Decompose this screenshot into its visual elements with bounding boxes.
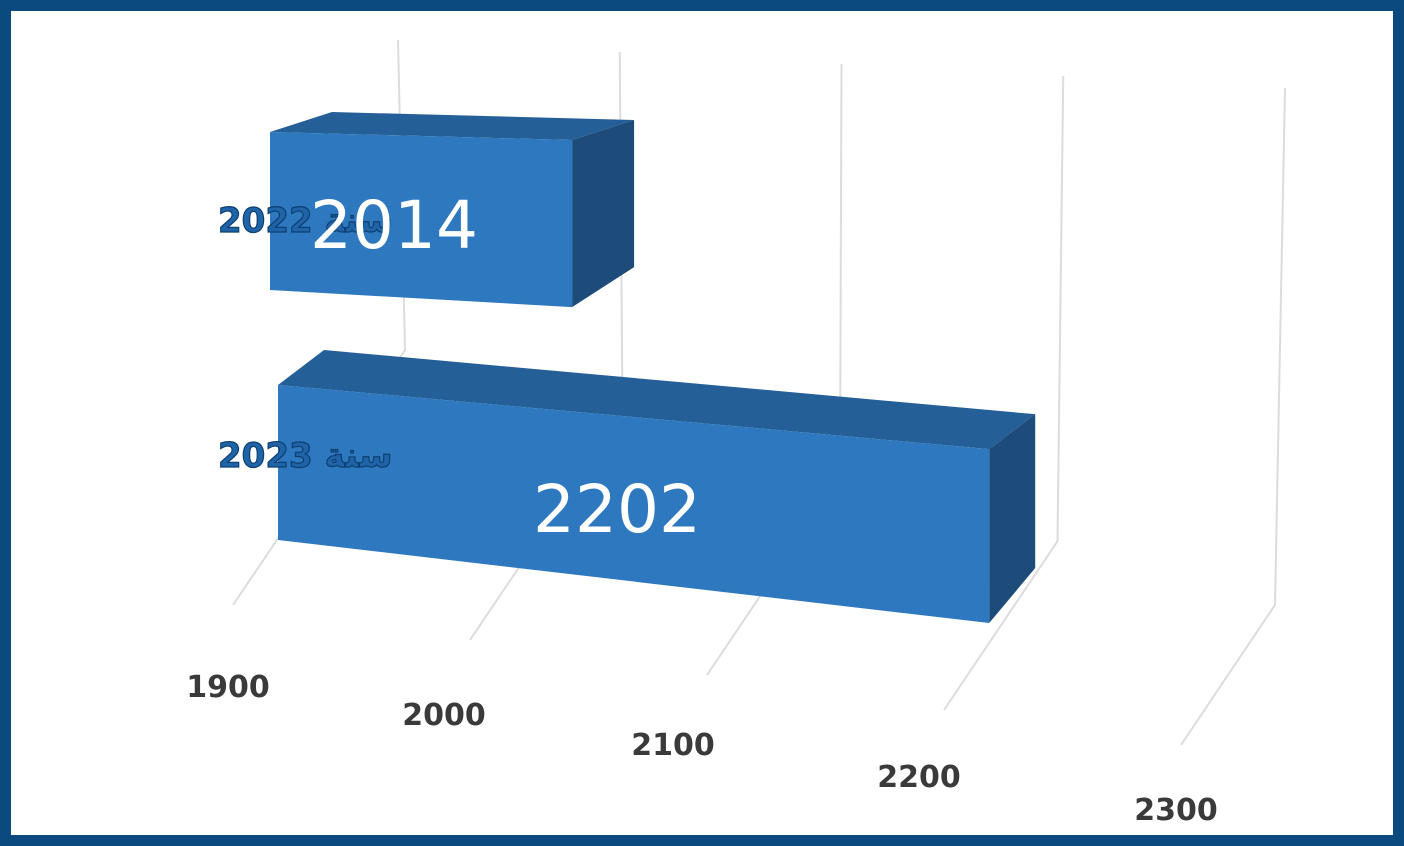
x-tick-2300: 2300 xyxy=(1134,793,1218,828)
bar-2014 xyxy=(270,112,635,308)
bar-front-face xyxy=(278,385,990,624)
category-label-2023: سنة 2023 xyxy=(218,436,392,476)
bar-front-face xyxy=(270,132,573,308)
x-tick-2100: 2100 xyxy=(631,728,715,763)
x-tick-2200: 2200 xyxy=(877,760,961,795)
bar-top-face xyxy=(270,112,635,140)
bar-top-face xyxy=(278,350,1036,450)
gridline-2200 xyxy=(943,75,1065,711)
category-label-2022: سنة 2022 xyxy=(218,201,392,241)
x-tick-1900: 1900 xyxy=(186,670,270,705)
bar-side-face xyxy=(989,414,1036,624)
data-label-2202: 2202 xyxy=(533,471,701,548)
gridline-2300 xyxy=(1180,87,1286,746)
x-tick-2000: 2000 xyxy=(402,698,486,733)
bar-side-face xyxy=(572,119,635,308)
bar-2202 xyxy=(278,350,1036,624)
bars xyxy=(270,112,1036,624)
data-label-2014: 2014 xyxy=(310,187,478,264)
